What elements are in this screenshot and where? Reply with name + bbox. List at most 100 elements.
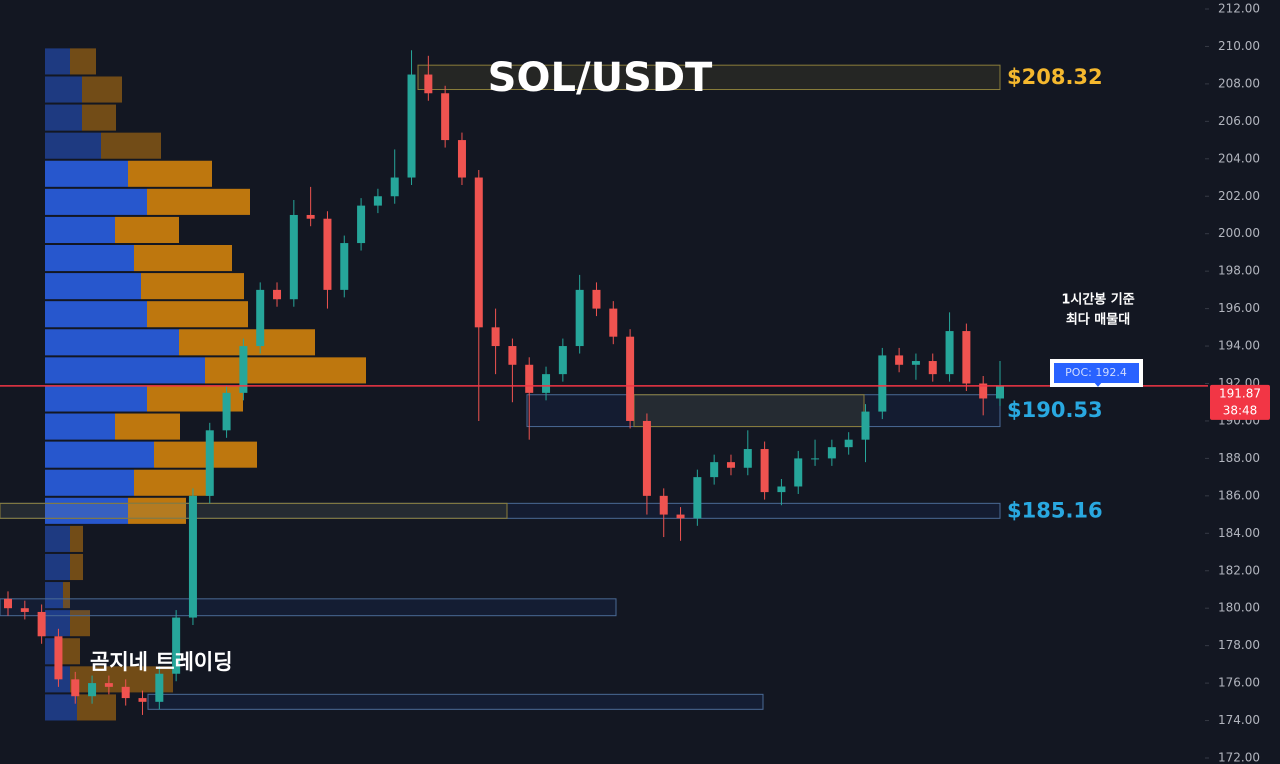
level-label: $208.32 — [1007, 65, 1103, 89]
profile-sell — [58, 638, 80, 665]
profile-buy — [45, 244, 134, 272]
zone — [147, 693, 764, 710]
poc-pointer — [1093, 380, 1103, 387]
candle-body — [390, 177, 399, 197]
profile-buy — [45, 469, 134, 496]
y-tick-label: 182.00 — [1218, 563, 1260, 577]
candle-body — [928, 361, 937, 375]
candle-body — [474, 177, 483, 328]
candle-body — [121, 686, 130, 699]
profile-sell — [70, 525, 83, 552]
profile-sell — [77, 694, 116, 721]
candle-body — [676, 514, 685, 519]
profile-buy — [45, 329, 179, 356]
candle-body — [996, 385, 1004, 399]
candle-body — [861, 411, 870, 440]
countdown-label: 38:48 — [1223, 403, 1258, 417]
candle-body — [710, 462, 719, 478]
candle-body — [441, 93, 450, 141]
profile-sell — [82, 104, 116, 131]
profile-buy — [45, 216, 115, 243]
candle-body — [844, 439, 853, 448]
profile-buy — [45, 160, 128, 187]
y-tick-label: 178.00 — [1218, 638, 1260, 652]
y-tick-label: 204.00 — [1218, 151, 1260, 165]
candle-body — [289, 214, 298, 300]
profile-sell — [134, 244, 232, 272]
candle-body — [945, 331, 954, 375]
candle-body — [37, 611, 46, 637]
candle-body — [777, 486, 786, 493]
profile-sell — [141, 273, 244, 300]
profile-sell — [128, 497, 186, 524]
profile-sell — [205, 357, 366, 384]
candle-body — [323, 218, 332, 290]
candle-body — [827, 447, 836, 459]
chart-title: SOL/USDT — [488, 55, 713, 101]
candle-body — [172, 617, 181, 674]
profile-sell — [115, 413, 180, 440]
profile-buy — [45, 497, 128, 524]
candle-body — [811, 458, 820, 460]
profile-buy — [45, 610, 70, 637]
candle-body — [794, 458, 803, 487]
candle-body — [508, 346, 517, 365]
profile-buy — [45, 385, 147, 412]
candle-body — [54, 636, 63, 680]
profile-sell — [101, 132, 161, 159]
candle-body — [104, 683, 113, 687]
candle-body — [979, 383, 988, 399]
profile-sell — [128, 160, 212, 187]
level-label: $185.16 — [1007, 499, 1103, 523]
candle-body — [340, 243, 349, 290]
profile-buy — [45, 132, 101, 159]
candle-body — [306, 214, 315, 219]
candle-body — [138, 698, 147, 702]
candle-body — [407, 74, 416, 178]
profile-buy — [45, 76, 82, 103]
profile-sell — [154, 441, 257, 468]
last-price-box — [1210, 384, 1270, 420]
y-tick-label: 196.00 — [1218, 301, 1260, 315]
profile-buy — [45, 357, 205, 384]
level-zone — [526, 394, 1001, 428]
profile-sell — [147, 301, 248, 328]
profile-buy — [45, 188, 147, 215]
candle-body — [205, 430, 214, 496]
y-tick-label: 200.00 — [1218, 226, 1260, 240]
candle-body — [878, 355, 887, 412]
candle-body — [457, 140, 466, 178]
candle-body — [357, 205, 366, 244]
annotation: 1시간봉 기준 — [1061, 292, 1134, 308]
candle-body — [726, 462, 735, 468]
profile-buy — [45, 301, 147, 328]
candle-body — [626, 336, 635, 421]
profile-sell — [70, 553, 83, 581]
candle-body — [4, 598, 12, 609]
candle-body — [542, 374, 551, 393]
profile-sell — [115, 216, 179, 243]
candle-body — [609, 308, 618, 337]
y-tick-label: 184.00 — [1218, 526, 1260, 540]
candle-body — [373, 196, 382, 206]
poc-box — [1054, 363, 1139, 384]
profile-buy — [45, 694, 77, 721]
y-tick-label: 206.00 — [1218, 114, 1260, 128]
profile-buy — [45, 413, 115, 440]
last-price-label: 191.87 — [1219, 386, 1261, 400]
y-tick-label: 172.00 — [1218, 751, 1260, 764]
candle-body — [760, 449, 769, 493]
y-tick-label: 198.00 — [1218, 264, 1260, 278]
candle-body — [239, 346, 248, 393]
poc-label: POC: 192.4 — [1065, 366, 1127, 379]
y-tick-label: 174.00 — [1218, 713, 1260, 727]
profile-sell — [134, 469, 212, 496]
profile-sell — [82, 76, 122, 103]
candle-body — [20, 608, 29, 612]
y-tick-label: 188.00 — [1218, 451, 1260, 465]
profile-buy — [45, 48, 70, 75]
candle-body — [558, 346, 567, 375]
